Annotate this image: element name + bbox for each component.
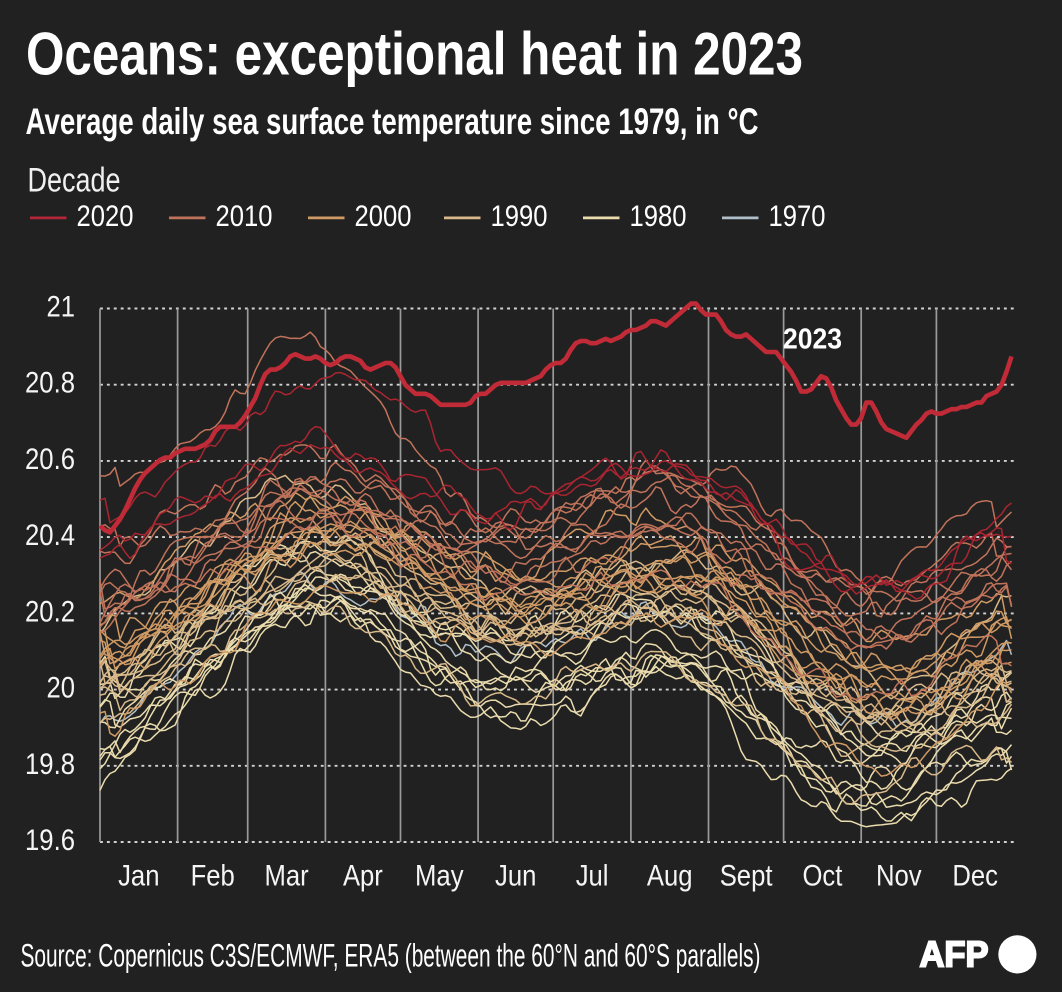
svg-text:Oceans: exceptional heat in 20: Oceans: exceptional heat in 2023 (26, 21, 803, 88)
svg-text:Decade: Decade (28, 162, 121, 200)
svg-text:20.8: 20.8 (25, 367, 75, 400)
svg-text:2020: 2020 (77, 200, 134, 233)
svg-text:Oct: Oct (802, 860, 842, 893)
svg-text:21: 21 (47, 291, 76, 324)
svg-text:2010: 2010 (216, 200, 273, 233)
svg-text:19.6: 19.6 (25, 824, 75, 857)
svg-text:20.6: 20.6 (25, 443, 75, 476)
svg-text:May: May (415, 860, 464, 893)
svg-text:2000: 2000 (355, 200, 412, 233)
svg-text:Jun: Jun (495, 860, 536, 893)
svg-text:19.8: 19.8 (25, 748, 75, 781)
svg-text:Average daily sea surface temp: Average daily sea surface temperature si… (26, 101, 759, 142)
svg-text:1990: 1990 (491, 200, 548, 233)
svg-text:Feb: Feb (191, 860, 235, 893)
svg-text:20: 20 (47, 672, 76, 705)
svg-text:Aug: Aug (647, 860, 693, 893)
svg-text:Dec: Dec (952, 860, 998, 893)
svg-text:Sept: Sept (720, 860, 773, 893)
svg-text:20.4: 20.4 (25, 519, 75, 552)
svg-text:Apr: Apr (343, 860, 383, 893)
svg-text:20.2: 20.2 (25, 595, 75, 628)
svg-text:2023: 2023 (783, 323, 842, 355)
svg-text:Jul: Jul (576, 860, 609, 893)
svg-text:Nov: Nov (876, 860, 922, 893)
svg-text:1970: 1970 (769, 200, 826, 233)
svg-text:Mar: Mar (265, 860, 309, 893)
svg-text:AFP: AFP (920, 934, 989, 975)
svg-text:1980: 1980 (630, 200, 687, 233)
svg-text:Source: Copernicus C3S/ECMWF,: Source: Copernicus C3S/ECMWF, ERA5 (betw… (21, 938, 761, 974)
svg-text:Jan: Jan (118, 860, 159, 893)
